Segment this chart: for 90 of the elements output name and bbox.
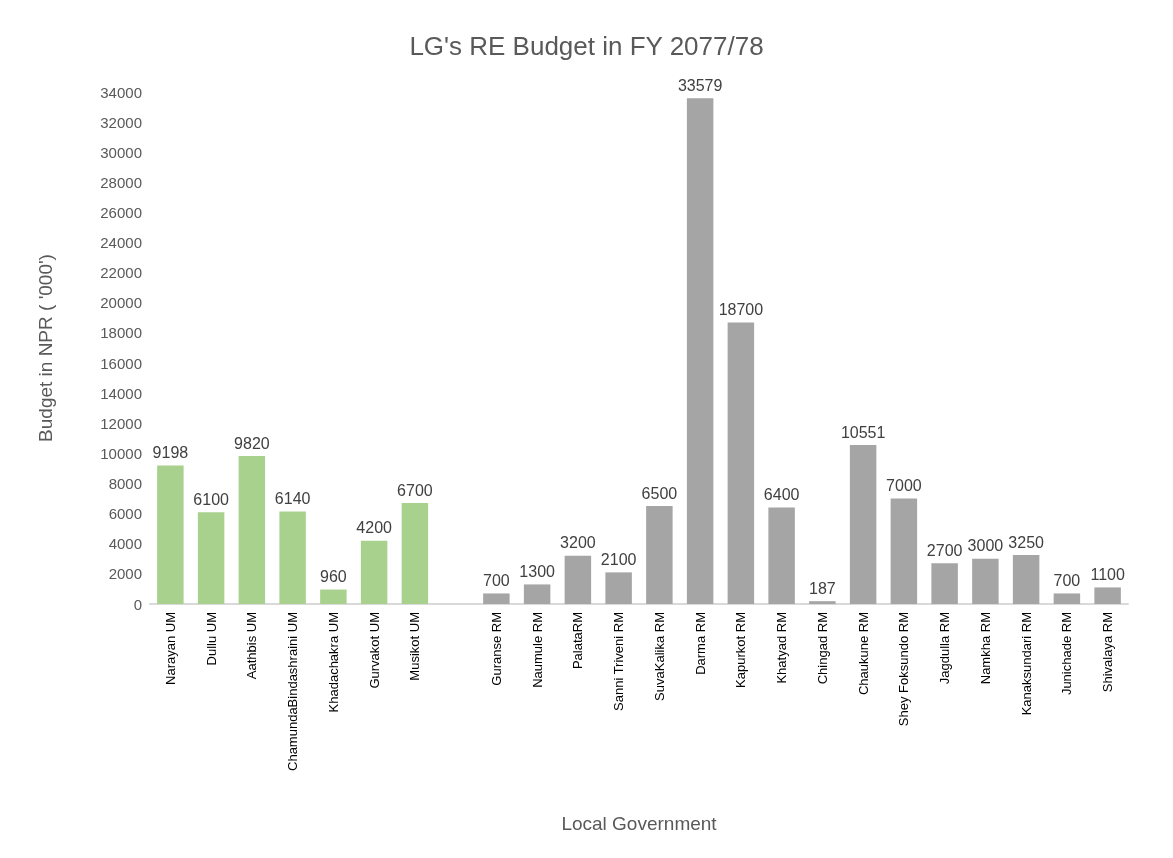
x-tick-label: Jagdulla RM	[937, 612, 953, 685]
x-tick-label: Narayan UM	[162, 612, 178, 685]
data-label: 7000	[886, 477, 922, 495]
y-axis-title: Budget in NPR ( '000')	[35, 254, 56, 442]
y-tick-label: 30000	[100, 143, 142, 161]
y-tick-label: 22000	[100, 264, 142, 282]
y-tick-label: 12000	[100, 414, 142, 432]
y-tick-label: 10000	[100, 444, 142, 462]
bar	[849, 445, 877, 604]
bar	[483, 593, 510, 604]
x-tick-label: Darma RM	[692, 612, 708, 675]
y-tick-label: 24000	[100, 234, 142, 252]
y-tick-label: 4000	[108, 535, 142, 553]
x-tick-label: Naumule RM	[529, 612, 545, 688]
y-tick-label: 0	[133, 595, 142, 613]
data-label: 1300	[519, 562, 556, 580]
data-label: 2700	[926, 541, 963, 559]
x-tick-label: Gurvakot UM	[366, 612, 382, 689]
x-tick-label: Sanni Triveni RM	[611, 612, 627, 711]
data-label: 9820	[234, 434, 270, 452]
data-label: 6100	[193, 490, 230, 508]
data-label: 6400	[763, 486, 800, 504]
data-label: 700	[483, 571, 510, 589]
bar	[320, 589, 347, 604]
x-tick-label: PalataRM	[570, 612, 586, 670]
x-tick-label: Khatyad RM	[774, 612, 790, 684]
x-tick-label: Musikot UM	[407, 612, 423, 681]
x-tick-label: Aathbis UM	[244, 612, 260, 680]
x-tick-label: Shey Foksundo RM	[896, 612, 912, 727]
bar	[1094, 587, 1121, 604]
bar	[1012, 555, 1040, 604]
bar	[360, 540, 388, 604]
data-label: 187	[809, 579, 836, 597]
y-tick-label: 28000	[100, 173, 142, 191]
data-label: 4200	[356, 519, 393, 537]
x-axis-title: Local Government	[561, 813, 718, 834]
bar	[768, 507, 795, 604]
y-tick-label: 14000	[100, 384, 142, 402]
data-label: 3200	[560, 534, 596, 552]
x-tick-label: Dullu UM	[203, 612, 219, 666]
bar	[931, 563, 958, 604]
x-tick-label: Kapurkot RM	[733, 612, 749, 688]
data-label: 960	[320, 568, 347, 586]
x-tick-label: Khadachakra UM	[325, 612, 341, 713]
y-tick-label: 32000	[100, 113, 142, 131]
y-tick-label: 2000	[108, 565, 142, 583]
x-tick-label: SuvaKalika RM	[651, 612, 667, 701]
data-label: 6500	[641, 484, 678, 502]
y-tick-label: 16000	[100, 354, 142, 372]
x-tick-label: ChamundaBindashraini UM	[285, 612, 301, 771]
data-label: 33579	[677, 76, 723, 94]
bar	[686, 98, 714, 604]
data-label: 10551	[840, 423, 886, 441]
data-label: 3000	[967, 537, 1004, 555]
y-tick-label: 26000	[100, 203, 142, 221]
bar	[727, 322, 755, 604]
y-tick-label: 8000	[108, 475, 142, 493]
bar	[401, 503, 429, 604]
bar	[1053, 593, 1081, 604]
bar	[972, 558, 999, 604]
x-tick-label: Namkha RM	[977, 612, 993, 685]
x-tick-label: Chaukune RM	[855, 612, 871, 696]
bar	[809, 601, 836, 604]
chart-title: LG's RE Budget in FY 2077/78	[409, 31, 764, 61]
data-label: 1100	[1090, 565, 1125, 583]
data-label: 6700	[397, 481, 433, 499]
bar	[523, 584, 551, 604]
data-label: 18700	[718, 300, 764, 318]
x-tick-label: Chingad RM	[814, 612, 830, 685]
bar	[564, 555, 592, 604]
data-label: 2100	[600, 550, 637, 568]
bar	[197, 512, 225, 604]
x-tick-label: Junichade RM	[1059, 612, 1075, 696]
data-label: 700	[1053, 571, 1081, 589]
x-tick-label: Guranse RM	[488, 612, 504, 686]
bar	[646, 506, 673, 604]
bar	[605, 572, 632, 604]
x-tick-label: Kanaksundari RM	[1018, 612, 1034, 716]
x-tick-label: Shivalaya RM	[1100, 612, 1116, 693]
bar	[238, 456, 266, 604]
data-label: 6140	[274, 490, 311, 508]
data-label: 3250	[1008, 533, 1045, 551]
bar	[157, 465, 184, 604]
bar	[279, 511, 306, 604]
data-label: 9198	[152, 443, 189, 461]
y-tick-label: 20000	[100, 294, 142, 312]
y-tick-label: 34000	[100, 83, 142, 101]
bar	[890, 498, 918, 604]
y-tick-label: 18000	[100, 324, 142, 342]
y-tick-label: 6000	[108, 505, 142, 523]
